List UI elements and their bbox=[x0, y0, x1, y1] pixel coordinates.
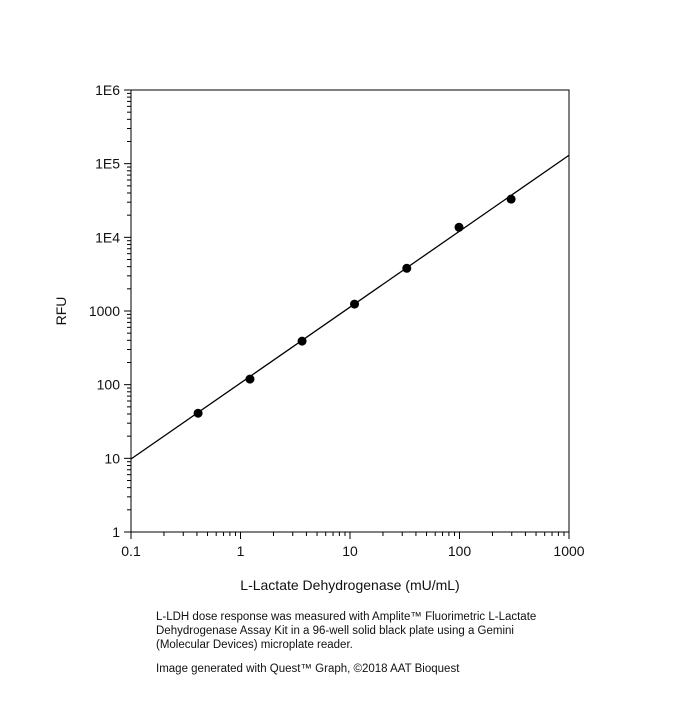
x-axis-label: L-Lactate Dehydrogenase (mU/mL) bbox=[240, 577, 459, 593]
fit-line bbox=[130, 154, 570, 460]
caption-line: Dehydrogenase Assay Kit in a 96-well sol… bbox=[156, 625, 514, 637]
y-tick-label: 1E4 bbox=[95, 229, 120, 245]
data-point bbox=[245, 374, 255, 384]
data-point bbox=[506, 194, 516, 204]
y-tick-label: 10 bbox=[104, 450, 120, 466]
x-tick-label: 1 bbox=[237, 543, 245, 559]
data-point bbox=[402, 263, 412, 273]
data-point bbox=[193, 408, 203, 418]
caption-line: L-LDH dose response was measured with Am… bbox=[156, 611, 536, 623]
y-tick-label: 1E5 bbox=[95, 156, 120, 172]
plot-frame bbox=[130, 89, 570, 533]
data-point bbox=[454, 222, 464, 232]
y-tick-label: 1000 bbox=[89, 303, 120, 319]
x-tick-label: 10 bbox=[342, 543, 358, 559]
caption-line: (Molecular Devices) microplate reader. bbox=[156, 639, 353, 651]
y-axis-label: RFU bbox=[53, 297, 69, 326]
x-tick-label: 100 bbox=[448, 543, 472, 559]
y-tick-label: 1 bbox=[112, 524, 120, 540]
x-tick-label: 1000 bbox=[553, 543, 584, 559]
data-point bbox=[297, 336, 307, 346]
data-point bbox=[350, 299, 360, 309]
y-tick-label: 1E6 bbox=[95, 82, 120, 98]
x-tick-label: 0.1 bbox=[121, 543, 141, 559]
y-tick-label: 100 bbox=[97, 377, 121, 393]
credit: Image generated with Quest™ Graph, ©2018… bbox=[156, 663, 460, 675]
